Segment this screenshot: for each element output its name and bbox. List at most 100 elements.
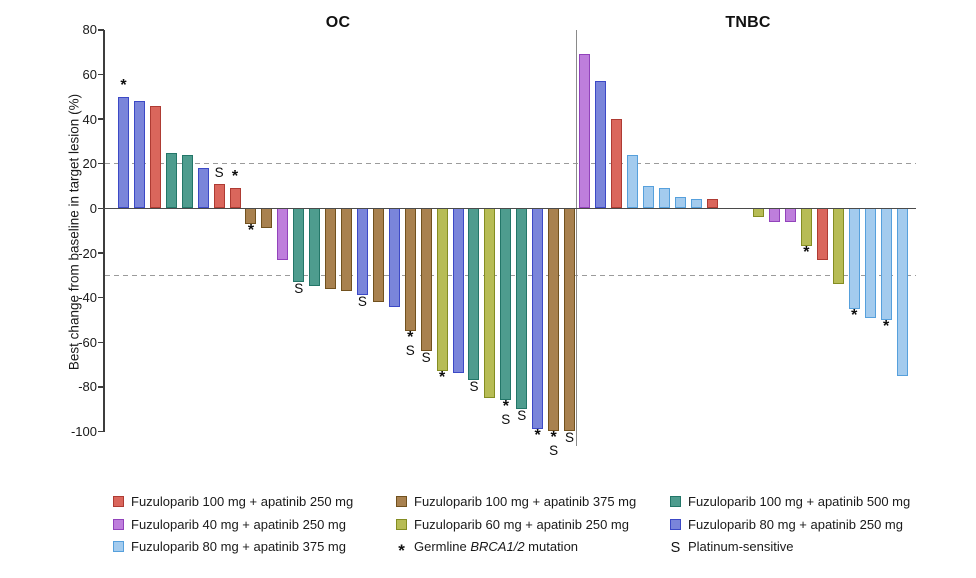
y-axis-tick xyxy=(97,29,104,31)
legend-swatch-f100a500 xyxy=(670,496,681,507)
panel-separator xyxy=(576,30,578,446)
y-axis-tick xyxy=(97,207,104,210)
platinum-sensitive-marker: S xyxy=(421,350,431,366)
legend-item: S Platinum-sensitive xyxy=(670,538,794,556)
legend-label: Fuzuloparib 100 mg + apatinib 375 mg xyxy=(414,494,637,509)
legend-swatch-f100a375 xyxy=(396,496,407,507)
y-axis-tick xyxy=(97,252,104,254)
legend-swatch-f100a250 xyxy=(113,496,124,507)
germline-brca-marker-icon: * xyxy=(398,541,405,560)
bar xyxy=(277,208,289,260)
bar xyxy=(118,96,129,209)
bar xyxy=(420,208,432,352)
legend-label: Fuzuloparib 80 mg + apatinib 375 mg xyxy=(131,539,346,554)
bar xyxy=(626,154,638,209)
bar xyxy=(658,188,670,209)
bar xyxy=(436,208,448,372)
bar xyxy=(880,208,892,320)
legend-item: Fuzuloparib 100 mg + apatinib 500 mg xyxy=(670,493,910,510)
legend-label: Fuzuloparib 80 mg + apatinib 250 mg xyxy=(688,516,903,532)
bar xyxy=(149,105,161,209)
bar xyxy=(548,208,560,432)
legend-item: Fuzuloparib 40 mg + apatinib 250 mg xyxy=(113,516,346,533)
y-axis-tick-label: 80 xyxy=(82,22,97,38)
legend-item: Fuzuloparib 60 mg + apatinib 250 mg xyxy=(396,516,629,533)
germline-brca-marker: * xyxy=(120,76,127,94)
bar xyxy=(293,208,305,282)
legend-item: Fuzuloparib 100 mg + apatinib 250 mg xyxy=(113,493,353,510)
y-axis-tick-label: -40 xyxy=(78,290,97,306)
legend-label: Germline BRCA1/2 mutation xyxy=(414,539,579,554)
y-axis-tick xyxy=(97,341,104,343)
bar xyxy=(341,208,353,291)
y-axis-tick-label: -100 xyxy=(70,423,97,439)
bar xyxy=(181,154,193,209)
y-axis-tick-label: 0 xyxy=(89,200,97,216)
bar xyxy=(309,208,321,287)
y-axis-tick xyxy=(97,386,104,388)
legend-swatch-f80a250 xyxy=(670,518,681,530)
germline-brca-marker: * xyxy=(247,222,255,239)
platinum-sensitive-marker: S xyxy=(294,281,304,296)
bar xyxy=(213,183,225,209)
germline-brca-marker: * xyxy=(407,329,414,347)
germline-brca-marker: * xyxy=(534,427,541,445)
platinum-sensitive-marker: S xyxy=(357,294,367,310)
platinum-sensitive-marker: S xyxy=(517,408,527,424)
bar xyxy=(452,208,464,374)
legend-label: Platinum-sensitive xyxy=(688,539,794,554)
y-axis-tick-label: 60 xyxy=(82,67,97,83)
bar xyxy=(784,208,796,222)
bar xyxy=(769,208,780,222)
panel-title-tnbc: TNBC xyxy=(725,14,771,31)
bar xyxy=(753,208,765,218)
platinum-sensitive-marker: S xyxy=(469,379,479,395)
germline-brca-marker: * xyxy=(550,429,557,447)
bar xyxy=(564,208,576,432)
germline-brca-marker: * xyxy=(231,168,239,186)
legend-item: Fuzuloparib 80 mg + apatinib 250 mg xyxy=(670,516,903,533)
legend-swatch-f60a250 xyxy=(396,518,407,530)
reference-line-20 xyxy=(105,163,916,165)
panel-title-oc: OC xyxy=(325,14,351,31)
platinum-sensitive-marker: S xyxy=(214,164,224,180)
legend-item: Fuzuloparib 100 mg + apatinib 375 mg xyxy=(396,493,636,510)
y-axis-tick-label: -20 xyxy=(78,245,97,261)
bar xyxy=(388,208,400,307)
legend-label: Fuzuloparib 100 mg + apatinib 500 mg xyxy=(688,494,911,509)
y-axis-tick xyxy=(97,430,104,433)
y-axis-tick xyxy=(97,73,104,76)
legend-swatch-f80a375 xyxy=(113,541,124,552)
bar xyxy=(404,208,416,332)
bar xyxy=(500,208,512,401)
germline-brca-marker: * xyxy=(438,369,446,387)
germline-brca-marker: * xyxy=(803,244,810,262)
y-axis-tick xyxy=(97,296,104,299)
platinum-sensitive-marker-icon: S xyxy=(670,540,681,556)
y-axis-tick-label: -80 xyxy=(78,379,97,395)
platinum-sensitive-marker: S xyxy=(549,442,559,458)
y-axis-spine xyxy=(103,30,105,433)
legend-label: Fuzuloparib 100 mg + apatinib 250 mg xyxy=(131,494,354,509)
y-axis-tick xyxy=(97,118,104,120)
legend-item: Fuzuloparib 80 mg + apatinib 375 mg xyxy=(113,538,346,555)
bar xyxy=(356,208,368,296)
y-axis-tick-label: 40 xyxy=(82,111,97,127)
bar xyxy=(197,168,209,209)
y-axis-tick-label: -60 xyxy=(78,334,97,350)
bar xyxy=(261,208,273,229)
zero-baseline xyxy=(103,207,916,210)
bar xyxy=(325,208,337,289)
germline-brca-marker: * xyxy=(502,398,509,416)
bar xyxy=(594,81,606,209)
platinum-sensitive-marker: S xyxy=(565,430,575,446)
bar xyxy=(484,208,496,398)
legend-item: * Germline BRCA1/2 mutation xyxy=(396,538,579,560)
bar xyxy=(229,188,241,209)
legend-label: Fuzuloparib 60 mg + apatinib 250 mg xyxy=(414,516,629,532)
bar xyxy=(610,119,622,209)
germline-brca-marker: * xyxy=(851,306,858,324)
